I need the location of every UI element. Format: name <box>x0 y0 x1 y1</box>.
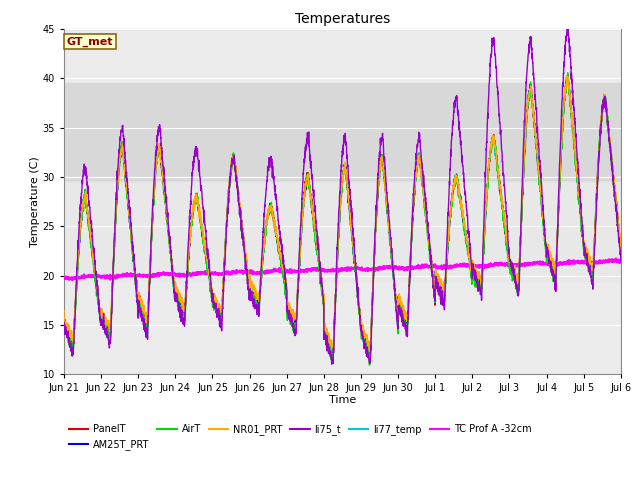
TC Prof A -32cm <box>298 269 306 275</box>
li75_t <box>617 260 625 265</box>
Bar <box>64 83 621 182</box>
AirT <box>298 225 305 230</box>
li75_t <box>124 180 131 186</box>
Title: Temperatures: Temperatures <box>295 12 390 26</box>
li77_temp <box>157 146 164 152</box>
AM25T_PRT <box>124 196 131 202</box>
li77_temp <box>606 142 614 148</box>
Legend: PanelT, AM25T_PRT, AirT, NR01_PRT, li75_t, li77_temp, TC Prof A -32cm: PanelT, AM25T_PRT, AirT, NR01_PRT, li75_… <box>69 424 531 450</box>
PanelT <box>606 149 614 155</box>
li75_t <box>60 319 68 325</box>
Line: TC Prof A -32cm: TC Prof A -32cm <box>64 258 621 280</box>
AM25T_PRT <box>617 246 625 252</box>
AM25T_PRT <box>564 73 572 79</box>
NR01_PRT <box>617 246 625 252</box>
NR01_PRT <box>60 308 68 314</box>
TC Prof A -32cm <box>606 258 614 264</box>
TC Prof A -32cm <box>124 273 132 279</box>
AM25T_PRT <box>298 225 305 231</box>
li77_temp <box>124 193 131 199</box>
NR01_PRT <box>606 145 614 151</box>
li77_temp <box>329 354 337 360</box>
Text: GT_met: GT_met <box>67 36 113 47</box>
NR01_PRT <box>366 349 374 355</box>
AirT <box>124 192 131 198</box>
Bar <box>64 182 621 281</box>
AM25T_PRT <box>157 150 164 156</box>
li77_temp <box>617 247 625 252</box>
li75_t <box>328 361 335 367</box>
li77_temp <box>298 225 305 231</box>
AM25T_PRT <box>606 142 614 147</box>
Line: li77_temp: li77_temp <box>64 72 621 357</box>
li77_temp <box>564 70 572 75</box>
NR01_PRT <box>298 225 305 230</box>
li75_t <box>157 127 164 132</box>
AirT <box>617 253 625 259</box>
NR01_PRT <box>124 192 131 197</box>
PanelT <box>274 240 282 246</box>
Y-axis label: Temperature (C): Temperature (C) <box>29 156 40 247</box>
NR01_PRT <box>157 154 164 160</box>
Line: NR01_PRT: NR01_PRT <box>64 76 621 352</box>
AirT <box>546 260 554 265</box>
AM25T_PRT <box>274 241 282 247</box>
NR01_PRT <box>274 236 282 241</box>
PanelT <box>617 241 625 247</box>
PanelT <box>124 196 131 202</box>
AirT <box>157 153 164 158</box>
NR01_PRT <box>563 73 570 79</box>
li75_t <box>298 206 305 212</box>
li75_t <box>564 24 572 30</box>
TC Prof A -32cm <box>546 263 554 268</box>
Line: PanelT: PanelT <box>64 76 621 359</box>
PanelT <box>60 320 68 326</box>
TC Prof A -32cm <box>60 276 68 282</box>
Line: AM25T_PRT: AM25T_PRT <box>64 76 621 358</box>
li77_temp <box>274 237 282 243</box>
AM25T_PRT <box>60 319 68 324</box>
li77_temp <box>546 256 554 262</box>
TC Prof A -32cm <box>612 255 620 261</box>
AirT <box>365 362 373 368</box>
PanelT <box>329 356 337 362</box>
TC Prof A -32cm <box>65 277 73 283</box>
AM25T_PRT <box>546 256 554 262</box>
TC Prof A -32cm <box>617 259 625 265</box>
PanelT <box>563 73 570 79</box>
li75_t <box>274 204 282 210</box>
TC Prof A -32cm <box>274 267 282 273</box>
Line: li75_t: li75_t <box>64 27 621 364</box>
AM25T_PRT <box>366 355 374 360</box>
AirT <box>564 72 572 77</box>
AirT <box>606 139 614 145</box>
AirT <box>274 240 282 245</box>
li75_t <box>546 258 554 264</box>
Line: AirT: AirT <box>64 74 621 365</box>
AirT <box>60 321 68 326</box>
li77_temp <box>60 317 68 323</box>
PanelT <box>157 155 164 161</box>
li75_t <box>606 144 614 150</box>
NR01_PRT <box>546 256 554 262</box>
X-axis label: Time: Time <box>329 395 356 405</box>
TC Prof A -32cm <box>157 273 164 278</box>
PanelT <box>546 255 554 261</box>
PanelT <box>298 224 305 229</box>
